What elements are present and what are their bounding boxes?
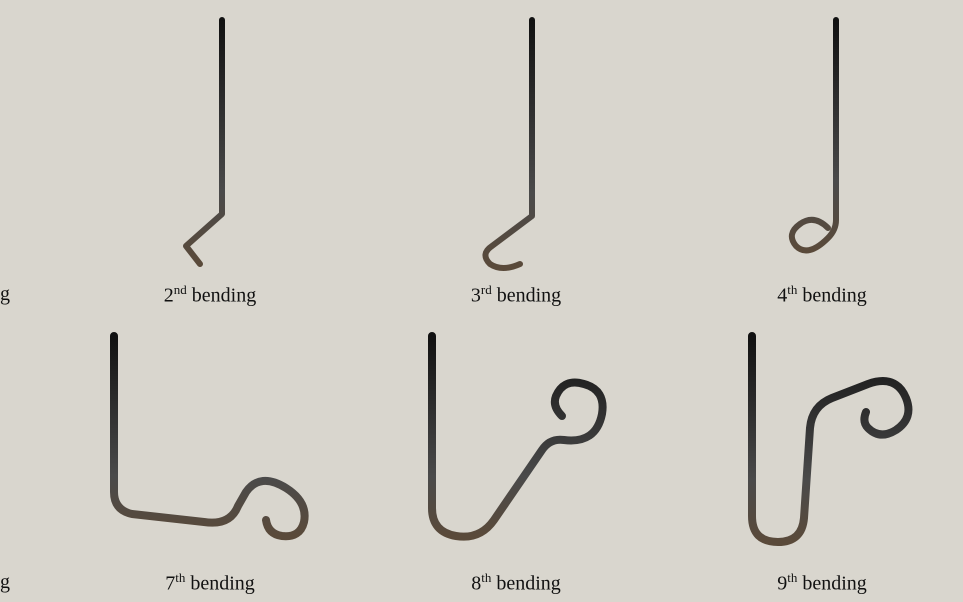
shape-container [80,332,340,562]
bending-step-7: 7th bending [80,336,340,596]
shape-container [436,14,596,274]
caption-word: bending [187,285,256,307]
cropped-caption-tail: g [0,571,10,594]
bent-wire-shape [692,332,952,562]
caption-word: bending [797,285,866,307]
bent-wire-shape [386,332,646,562]
caption-word: bending [185,573,254,595]
bending-caption: 9th bending [777,570,867,596]
caption-word: bending [492,285,561,307]
ordinal-number: 7 [165,573,175,595]
caption-word: bending [797,573,866,595]
ordinal-number: 2 [164,285,174,307]
ordinal-suffix: rd [481,282,492,297]
bent-wire-shape [436,14,596,274]
bending-step-2: 2nd bending [130,18,290,308]
ordinal-suffix: th [787,570,797,585]
bending-caption: 8th bending [471,570,561,596]
ordinal-suffix: th [175,570,185,585]
ordinal-suffix: nd [174,282,187,297]
bending-step-8: 8th bending [386,336,646,596]
caption-word: bending [491,573,560,595]
shape-container [386,332,646,562]
bending-step-3: 3rd bending [436,18,596,308]
bending-step-9: 9th bending [692,336,952,596]
ordinal-number: 8 [471,573,481,595]
shape-container [692,332,952,562]
bent-wire-shape [130,14,290,274]
bent-wire-shape [742,14,902,274]
bending-caption: 2nd bending [164,282,256,308]
ordinal-number: 3 [471,285,481,307]
bending-caption: 7th bending [165,570,255,596]
ordinal-suffix: th [787,282,797,297]
ordinal-number: 4 [777,285,787,307]
bent-wire-shape [80,332,340,562]
bending-step-4: 4th bending [742,18,902,308]
diagram-canvas: 2nd bending3rd bending4th bending7th ben… [0,0,963,602]
ordinal-number: 9 [777,573,787,595]
cropped-caption-tail: g [0,283,10,306]
bending-caption: 4th bending [777,282,867,308]
shape-container [742,14,902,274]
ordinal-suffix: th [481,570,491,585]
shape-container [130,14,290,274]
bending-caption: 3rd bending [471,282,561,308]
